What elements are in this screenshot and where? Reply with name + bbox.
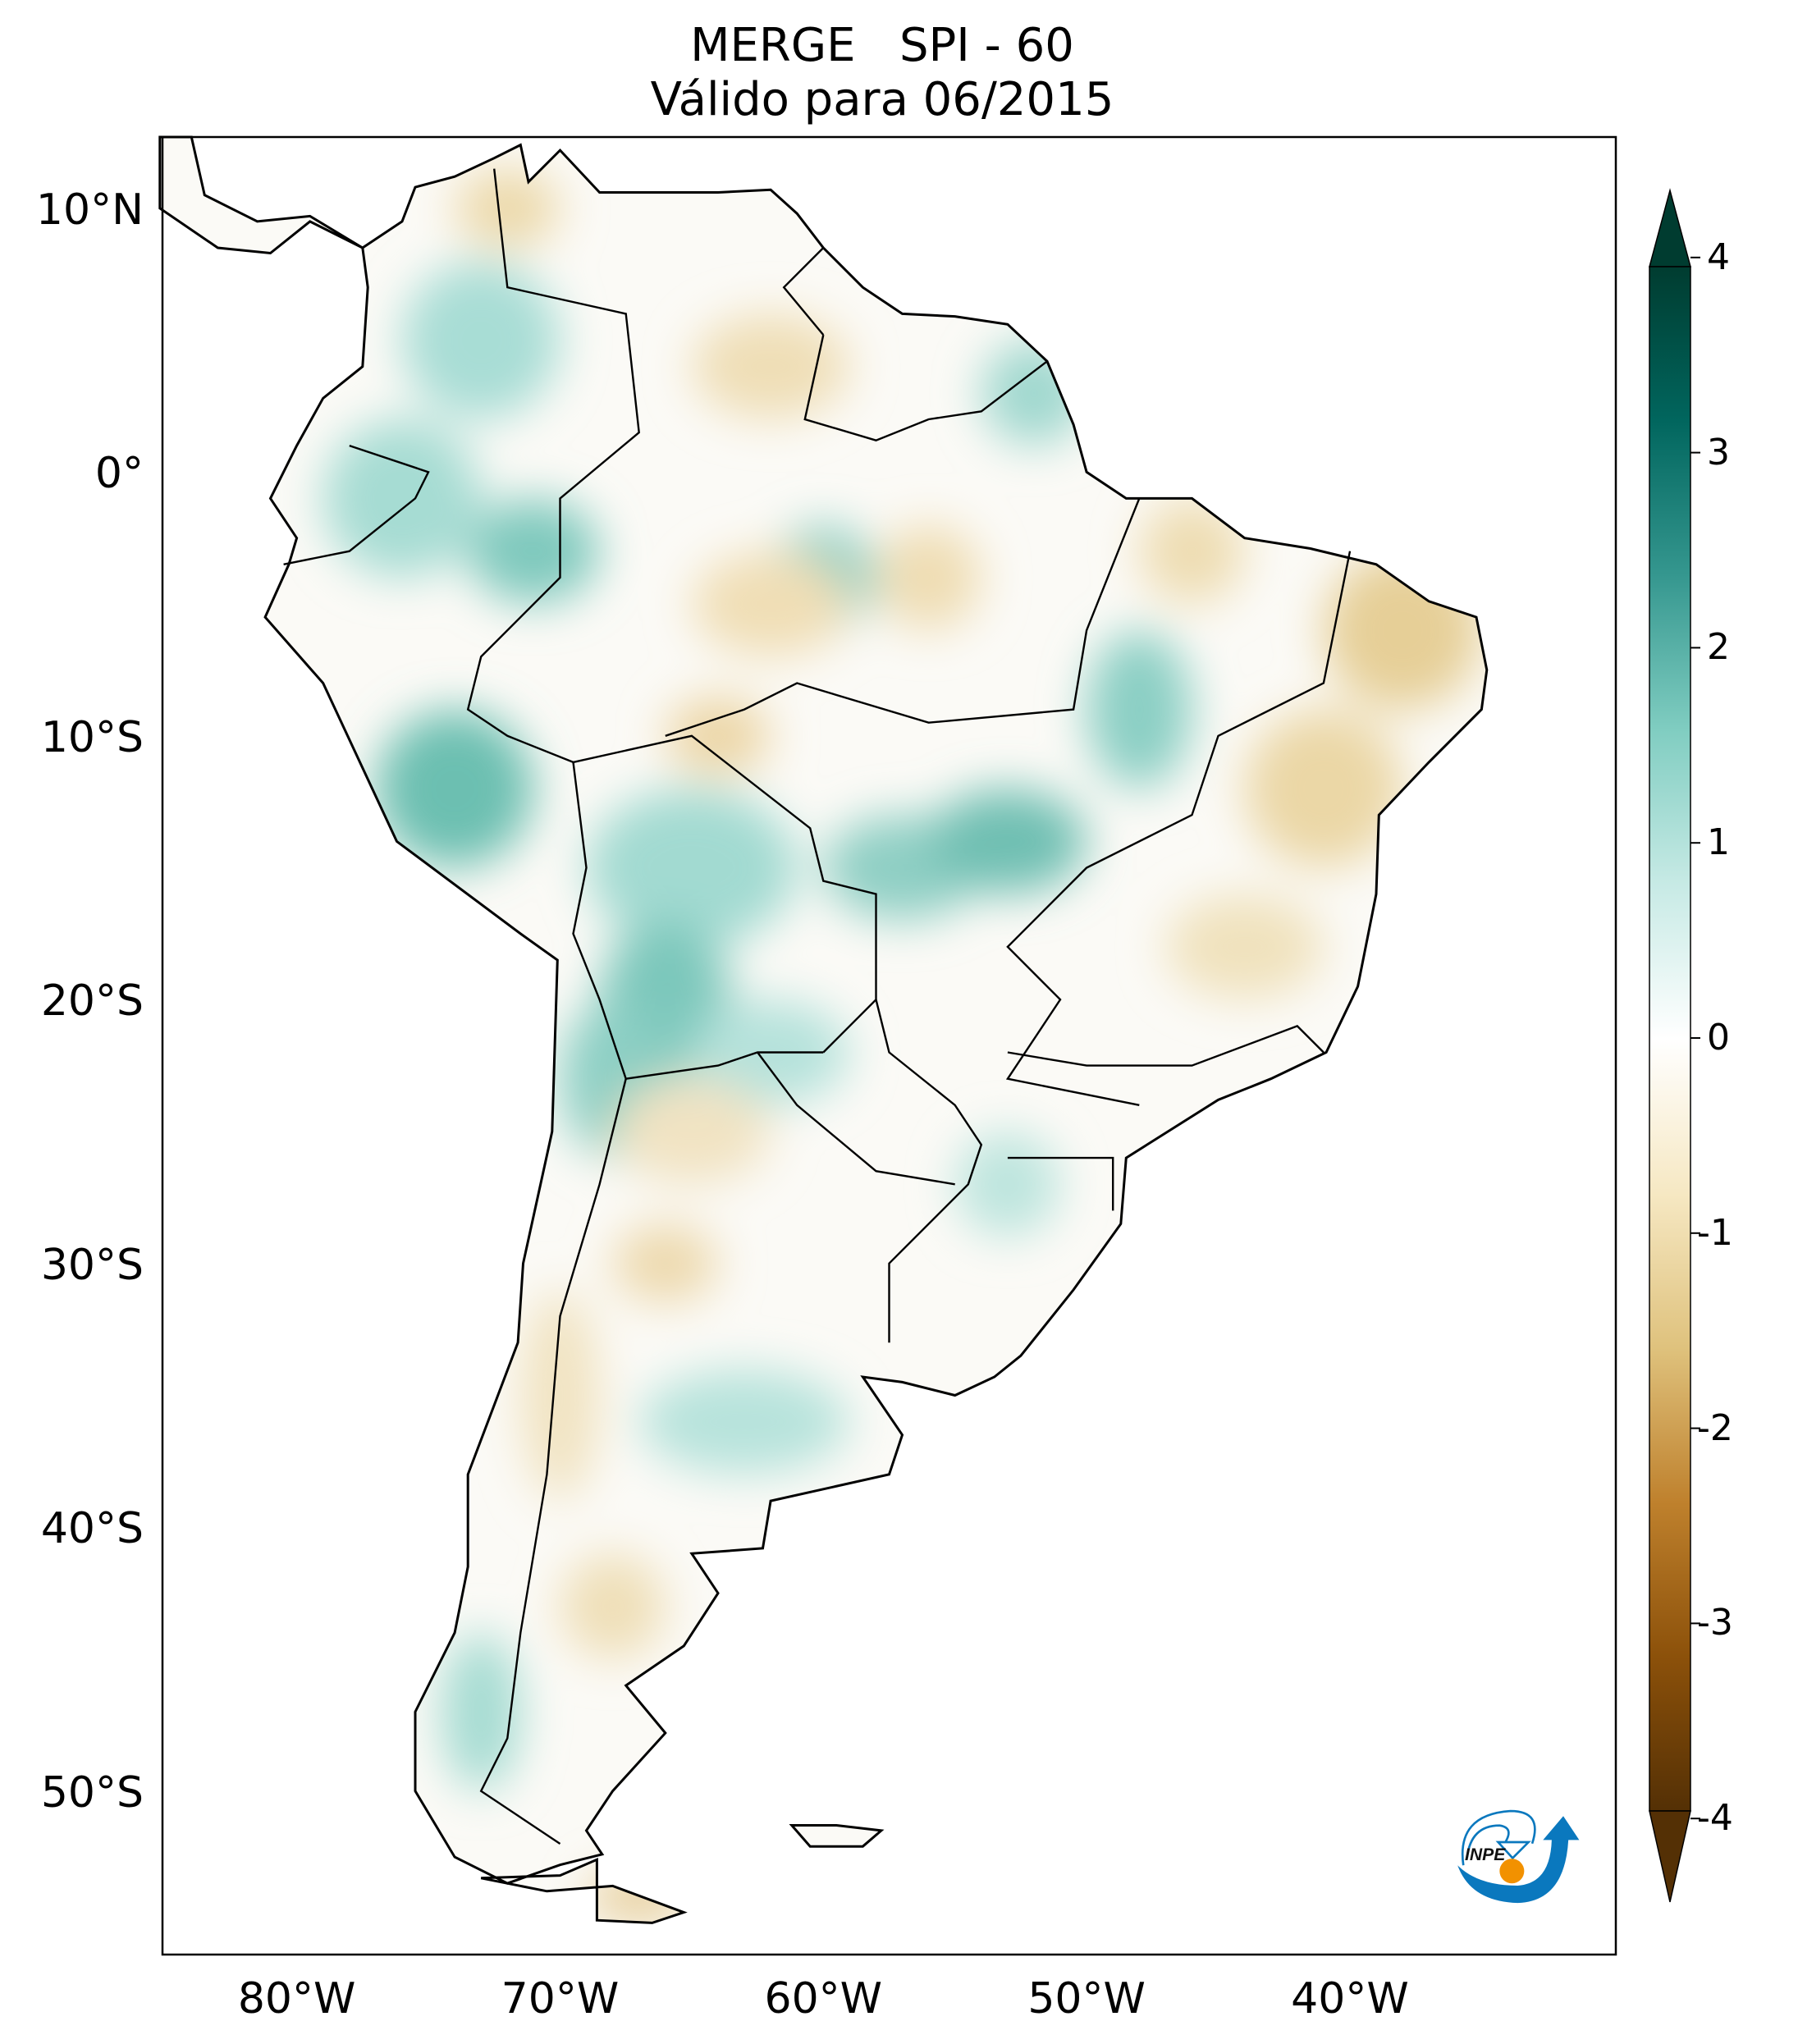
spi-anomaly-patch (455, 168, 560, 248)
country-border (466, 168, 824, 1081)
country-border (757, 1051, 955, 1186)
map-subtitle: Válido para 06/2015 (650, 73, 1114, 126)
coastline-falklands (789, 1824, 885, 1848)
spi-anomaly-patch (876, 524, 981, 630)
country-border (1007, 1025, 1324, 1067)
spi-field (162, 137, 1487, 1923)
colorbar-tick-label: 4 (1707, 235, 1730, 278)
lon-tick-label: 40°W (1291, 1974, 1409, 2023)
map-frame (161, 135, 1617, 1956)
colorbar-max-extend (1649, 188, 1691, 268)
spi-anomaly-patch (1087, 630, 1192, 789)
lat-tick-label: 10°S (40, 712, 144, 762)
lat-tick-label: 20°S (40, 976, 144, 1027)
lat-tick-label: 50°S (40, 1767, 144, 1818)
spi-anomaly-patch (665, 696, 771, 775)
lat-tick-label: 30°S (40, 1240, 144, 1290)
colorbar-tick-label: -2 (1697, 1406, 1733, 1449)
colorbar-min-extend (1649, 1810, 1691, 1903)
country-border (479, 1078, 627, 1845)
spi-anomaly-patch (639, 1369, 850, 1475)
colorbar-tick-label: -1 (1697, 1211, 1733, 1254)
spi-anomaly-patch (928, 789, 1087, 894)
spi-anomaly-patch (402, 261, 560, 419)
country-border (1007, 1156, 1114, 1211)
spi-anomaly-patch (692, 313, 850, 419)
spi-anomaly-patch (981, 340, 1087, 446)
spi-anomaly-patch (323, 419, 481, 578)
spi-anomaly-patch (520, 1290, 600, 1501)
spi-anomaly-patch (1244, 710, 1402, 868)
lon-tick-label: 70°W (501, 1974, 620, 2023)
spi-anomaly-patch (441, 1633, 521, 1791)
colorbar-tick-label: -3 (1697, 1602, 1733, 1644)
country-border (665, 497, 1141, 737)
country-border (803, 334, 1048, 441)
country-border (875, 999, 983, 1343)
spi-anomaly-patch (468, 498, 600, 604)
spi-anomaly-patch (612, 1078, 771, 1184)
inpe-logo: INPE (1457, 1809, 1580, 1904)
lon-tick-label: 50°W (1027, 1974, 1146, 2023)
lat-tick-label: 0° (94, 449, 144, 499)
logo-text: INPE (1465, 1845, 1506, 1864)
spi-anomaly-patch (376, 710, 534, 868)
country-border (782, 247, 825, 336)
spi-anomaly-patch (612, 1223, 718, 1303)
coastline-mainland (158, 135, 1489, 1885)
spi-anomaly-patch (1139, 498, 1245, 604)
map-title: MERGE SPI - 60 (690, 19, 1074, 72)
country-border (283, 444, 430, 565)
lat-tick-label: 40°S (40, 1504, 144, 1554)
coastline-tierra-del-fuego (480, 1858, 688, 1924)
spi-anomaly-patch (954, 1132, 1060, 1237)
colorbar-tick-label: 0 (1707, 1017, 1730, 1059)
colorbar-tick-label: 3 (1707, 431, 1730, 473)
spi-anomaly-patch (1165, 894, 1324, 999)
spi-anomaly-patch (1324, 551, 1482, 710)
spi-anomaly-patch (560, 1553, 666, 1659)
colorbar-tick-label: 2 (1707, 626, 1730, 669)
country-border (1005, 551, 1352, 1106)
colorbar (1649, 188, 1700, 1903)
spi-anomaly-patch (586, 789, 797, 947)
lon-tick-label: 60°W (764, 1974, 883, 2023)
coastline (158, 135, 1489, 1924)
colorbar-tick-label: -4 (1697, 1797, 1733, 1840)
colorbar-tick-label: 1 (1707, 821, 1730, 864)
spi-anomaly-patch (692, 551, 850, 657)
lon-tick-label: 80°W (237, 1974, 356, 2023)
colorbar-bar (1649, 266, 1691, 1812)
lat-tick-label: 10°N (35, 185, 144, 235)
